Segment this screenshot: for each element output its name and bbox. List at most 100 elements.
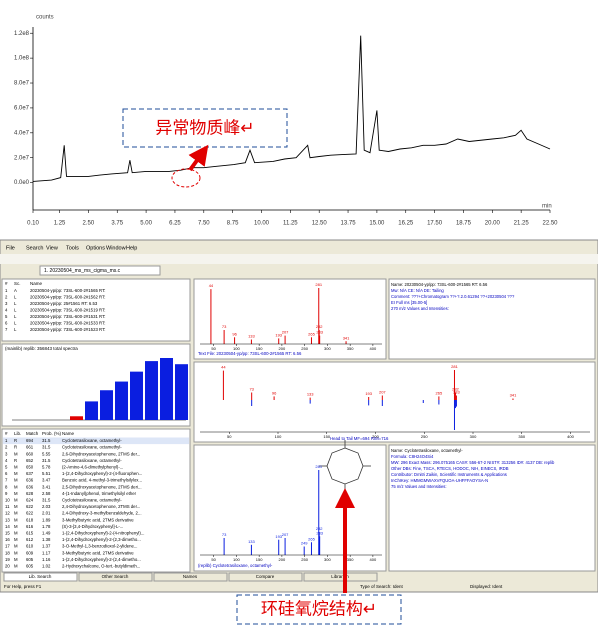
mz-tick-label: 350 [347,557,354,562]
histogram-bar [175,364,188,420]
peak-label: 281 [451,364,458,369]
mz-tick-label: 50 [227,434,232,439]
hit-cell: 7 [5,327,8,332]
spectrum-caption: Text File: 20230504-yp/pp: 73SL-600-2#15… [198,351,302,356]
histogram-bar [100,390,113,420]
lib-cell: 2.58 [42,491,51,496]
peak-label: 193 [365,391,372,396]
peak-label: 281 [315,464,322,469]
bottom-tab[interactable] [153,572,228,582]
histogram-bar [145,361,158,420]
hit-cell: 3 [5,301,8,306]
lib-cell: 5 [5,465,8,470]
lib-cell: 20 [5,564,10,569]
sample-info-panel [388,278,596,360]
lib-cell: 2,4-Dihydroxyacetophenone, 2TMS der... [62,504,140,509]
lib-header: Lib. [14,431,21,436]
bottom-tab-label: Compare [256,574,275,579]
bottom-tab[interactable] [303,572,378,582]
histogram-bar [70,416,83,420]
lib-cell: 5.51 [42,471,51,476]
lib-cell: 2.01 [42,511,51,516]
x-tick-label: 2.50 [83,221,95,227]
info-line: Name: 20230504-yp/pp: 73SL-600-2#1565 RT… [391,282,488,287]
lib-cell: 12 [5,511,10,516]
y-axis-label: counts [36,15,54,21]
lib-cell: 636 [26,478,34,483]
menu-item[interactable]: Tools [66,245,79,251]
lib-cell: M [14,531,18,536]
peak-label: 249 [301,541,308,546]
lib-cell: M [14,498,18,503]
peak-label: 283 [316,330,323,335]
lib-cell: 650 [26,465,34,470]
y-tick-label: 0.0e0 [14,180,30,186]
x-tick-label: 17.50 [427,221,443,227]
lib-cell: 610 [26,544,34,549]
x-tick-label: 10.00 [254,221,270,227]
lib-cell: 1-(2,4-Dihydroxyphenyl)-2-(2,3-dimetho..… [62,537,141,542]
bottom-tab[interactable] [228,572,303,582]
lib-cell: 9 [5,491,8,496]
lib-cell: M [14,537,18,542]
lib-cell: 4-(1-Indanyl)phenol, trimethylsilyl ethe… [62,491,137,496]
lib-cell: 605 [26,557,34,562]
lib-cell: M [14,550,18,555]
histogram-bar [115,381,128,420]
head-tail-caption: Head to Tail MF=694 RIM=716 [330,436,389,441]
annotations: 异常物质峰↵ 环硅氧烷结构↵ [122,108,402,625]
menu-item[interactable]: Help [126,245,137,251]
info-line: EI Full ms [35.00-5] [391,300,427,305]
peak-note: 异常物质峰↵ [155,118,254,137]
lib-cell: 3.47 [42,478,51,483]
x-tick-label: 16.25 [398,221,414,227]
peak-label: 193 [275,332,282,337]
sample-spectrum-panel [193,278,387,360]
peak-label: 207 [379,390,386,395]
menu-item[interactable]: Search [26,245,43,251]
lib-cell: M [14,451,18,456]
lib-cell: 636 [26,484,34,489]
peak-label: 282 [452,387,459,392]
lib-cell: (S)-3-[3,4-Dihydroxyphenyl]-L-... [62,524,123,529]
menu-item[interactable]: View [46,245,58,251]
bottom-tab[interactable] [3,572,78,582]
menu-item[interactable]: Options [86,245,105,251]
hit-cell: L [14,308,17,313]
lib-cell: M [14,478,18,483]
mz-tick-label: 400 [370,557,377,562]
info-line: Contributor: Dmitri Zaikin, Scientific I… [391,472,507,477]
lib-cell: 609 [26,550,34,555]
bottom-tab[interactable] [78,572,153,582]
peak-label: 282 [316,526,323,531]
lib-cell: 2,4-Dihydroxy-3-methylbenzaldehyde, 2... [62,511,142,516]
lib-header: Match [26,431,39,436]
y-tick-label: 4.0e7 [14,130,30,136]
hit-cell: 20230504-yp/pp: 73SL-600-2#1565 RT: [30,288,105,293]
lib-cell: 1-(2,4-Dihydroxyphenyl)-2-(4-nitrophenyl… [62,531,144,536]
lib-cell: 10 [5,498,10,503]
lib-cell: 2,6-Dihydroxyacetophenone, 2TMS der... [62,451,140,456]
hit-cell: 2 [5,295,8,300]
info-line: MW: 296 Exact Mass: 296.075165 CAS#: 556… [391,460,555,465]
lib-header: Name [62,431,75,436]
hit-cell: L [14,327,17,332]
x-tick-label: 11.25 [283,221,298,227]
menu-item[interactable]: Window [106,245,126,251]
y-tick-label: 8.0e7 [14,81,30,87]
lib-cell: M [14,557,18,562]
y-tick-label: 6.0e7 [14,105,30,111]
lib-cell: 4 [5,458,8,463]
peak-label: 265 [436,390,443,395]
menu-item[interactable]: File [6,245,15,251]
lib-cell: M [14,511,18,516]
lib-cell: 3.41 [42,484,51,489]
lib-cell: 612 [26,537,34,542]
x-tick-label: 0.10 [27,221,39,227]
lib-cell: M [14,544,18,549]
mz-tick-label: 100 [275,434,282,439]
tab[interactable] [39,265,161,276]
lib-cell: 18 [5,550,10,555]
peak-highlight [171,168,201,188]
